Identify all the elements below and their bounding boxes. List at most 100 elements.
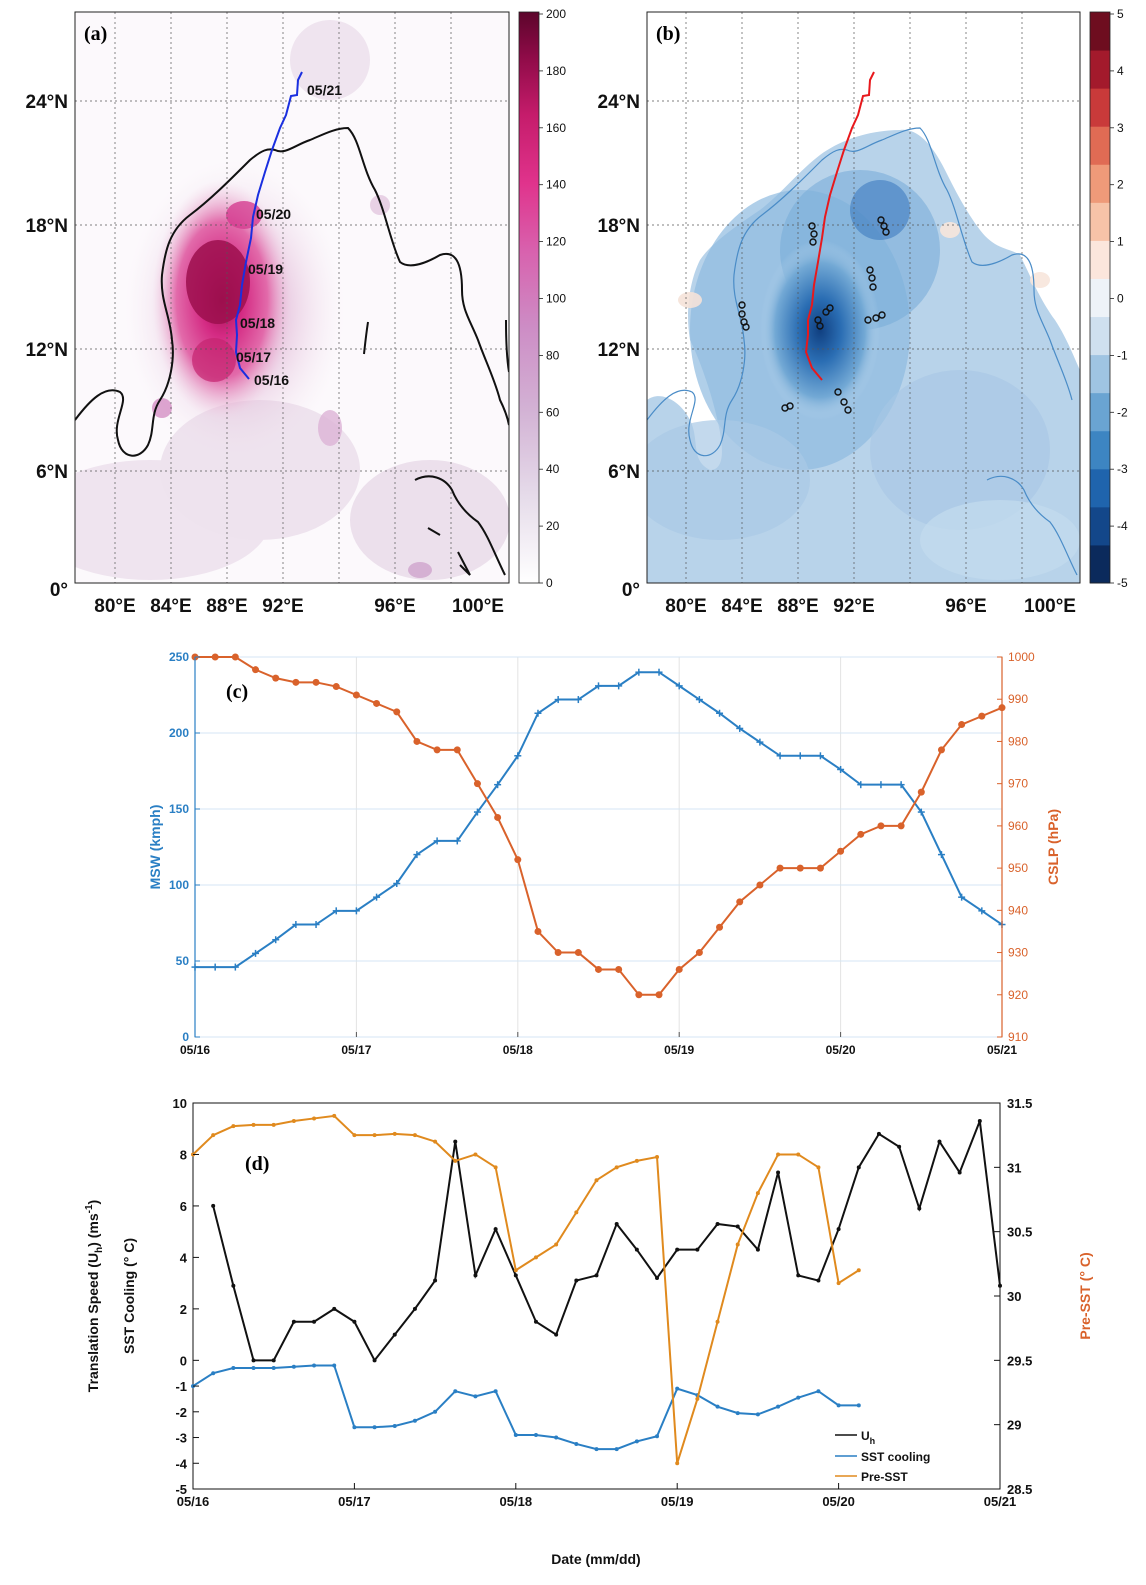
y-right-tick-label: 29.5 <box>1007 1353 1032 1368</box>
colorbar-swatch <box>1090 126 1110 165</box>
panel-d-left-axis-title-line1: Translation Speed (Uh) (ms-1) <box>84 1200 105 1392</box>
uh-series-point <box>836 1227 841 1232</box>
panel-c-plot-area <box>194 656 1003 1038</box>
lon-tick: 96°E <box>374 596 415 617</box>
pre-sst-series-point <box>291 1119 296 1124</box>
colorbar-tick-label: -1 <box>1117 348 1128 362</box>
panel-c-left-axis-title: MSW (kmph) <box>147 805 163 890</box>
colorbar-tick-label: 0 <box>546 576 553 590</box>
msw-point <box>796 752 804 760</box>
msw-point <box>655 668 663 676</box>
pre-sst-series-point <box>533 1255 538 1260</box>
lon-tick: 92°E <box>833 596 874 617</box>
sst-cooling-series-point <box>412 1418 417 1423</box>
y-right-tick-label: 30 <box>1007 1289 1021 1304</box>
uh-series-line <box>212 1120 1001 1363</box>
colorbar-tick-label: 2 <box>1117 178 1124 192</box>
cslp-point <box>816 864 824 872</box>
colorbar-tick-label: -3 <box>1117 462 1128 476</box>
panel-c-axes: 05/16 05/17 05/18 05/19 05/20 05/21 0 50 100 150 2… <box>169 650 1035 1057</box>
panel-c-label: (c) <box>226 681 248 703</box>
uh-series-point <box>715 1221 720 1226</box>
lon-tick: 100°E <box>1024 596 1076 617</box>
cslp-point <box>413 737 421 745</box>
msw-point <box>635 668 643 676</box>
uh-series-point <box>554 1332 559 1337</box>
uh-series-point <box>433 1278 438 1283</box>
cslp-point <box>776 864 784 872</box>
uh-series-point <box>735 1224 740 1229</box>
colorbar-swatch <box>1090 50 1110 89</box>
cslp-point <box>292 678 300 686</box>
lat-tick: 24°N <box>26 92 68 113</box>
uh-series-point <box>856 1165 861 1170</box>
sst-cooling-series-point <box>554 1435 559 1440</box>
panel-b-frame <box>646 11 1081 584</box>
sst-cooling-series-point <box>332 1363 337 1368</box>
sst-cooling-series-point <box>271 1366 276 1371</box>
colorbar-swatch <box>1090 316 1110 356</box>
lon-tick: 100°E <box>452 596 504 617</box>
sst-cooling-series-point <box>473 1394 478 1399</box>
msw-point <box>211 963 219 971</box>
lon-tick: 80°E <box>665 596 706 617</box>
sst-cooling-series-point <box>493 1389 498 1394</box>
y-left-tick-label: 2 <box>180 1302 187 1317</box>
lat-tick: 18°N <box>26 216 68 237</box>
pre-sst-series-point <box>715 1319 720 1324</box>
cslp-point <box>917 788 925 796</box>
msw-point <box>252 949 260 957</box>
uh-series-point <box>453 1139 458 1144</box>
colorbar-tick-label: 140 <box>546 178 566 192</box>
uh-series-point <box>695 1247 700 1252</box>
msw-point <box>675 682 683 690</box>
sst-cooling-series-point <box>715 1404 720 1409</box>
track-label-0519: 05/19 <box>248 261 283 277</box>
sst-cooling-series-point <box>574 1441 579 1446</box>
panel-b-lat-ticks: 24°N 18°N 12°N 6°N 0° <box>598 92 640 601</box>
y-right-tick-label: 960 <box>1008 819 1028 833</box>
sst-cooling-series-point <box>594 1447 599 1452</box>
pre-sst-series-point <box>816 1165 821 1170</box>
sst-cooling-series-point <box>372 1425 377 1430</box>
panel-d-chart: 05/16 05/17 05/18 05/19 05/20 05/21 -5 -4 -3 -2 -1… <box>84 1096 1093 1567</box>
x-tick-label: 05/16 <box>177 1494 210 1509</box>
colorbar-swatch <box>1090 278 1110 318</box>
sst-cooling-series-point <box>634 1439 639 1444</box>
y-left-tick-label: 0 <box>182 1030 189 1044</box>
colorbar-swatch <box>1090 392 1110 432</box>
pre-sst-series-point <box>312 1116 317 1121</box>
uh-series-point <box>998 1283 1002 1288</box>
y-right-tick-label: 31.5 <box>1007 1096 1032 1111</box>
cslp-point <box>857 830 865 838</box>
uh-series-point <box>352 1319 357 1324</box>
msw-point <box>332 907 340 915</box>
cslp-point <box>695 949 703 957</box>
uh-series-point <box>372 1358 377 1363</box>
y-left-tick-label: 100 <box>169 878 189 892</box>
uh-series-point <box>574 1278 579 1283</box>
sst-cooling-series-point <box>312 1363 317 1368</box>
pre-sst-series-point <box>614 1165 619 1170</box>
panel-a-lat-ticks: 24°N 18°N 12°N 6°N 0° <box>26 92 68 601</box>
pre-sst-series-point <box>695 1396 700 1401</box>
msw-point <box>534 709 542 717</box>
cslp-point <box>453 746 461 754</box>
uh-series-point <box>816 1278 821 1283</box>
pre-sst-series-point <box>513 1268 518 1273</box>
x-tick-label: 05/18 <box>500 1494 533 1509</box>
panel-b-colorbar-frame <box>1089 11 1111 584</box>
pre-sst-series-point <box>231 1124 236 1129</box>
cslp-point <box>897 822 905 830</box>
x-tick-label: 05/19 <box>664 1043 694 1057</box>
msw-point <box>373 893 381 901</box>
pre-sst-series-point <box>352 1133 357 1138</box>
pre-sst-series-point <box>856 1268 861 1273</box>
cslp-point <box>877 822 885 830</box>
lat-tick: 12°N <box>598 340 640 361</box>
sst-cooling-series-point <box>735 1411 740 1416</box>
colorbar-tick-label: 20 <box>546 519 560 533</box>
msw-point <box>574 696 582 704</box>
y-right-tick-label: 28.5 <box>1007 1482 1032 1497</box>
panel-b-track <box>804 71 875 381</box>
